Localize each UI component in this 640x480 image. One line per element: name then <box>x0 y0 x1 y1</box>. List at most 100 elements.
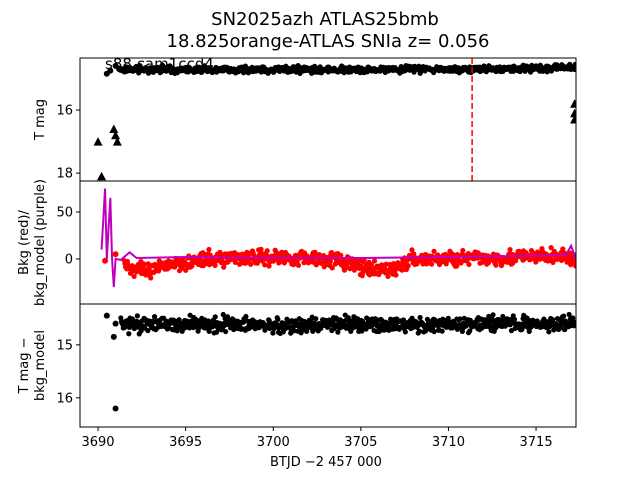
data-point <box>416 328 423 334</box>
data-point <box>131 273 137 279</box>
data-point <box>145 327 151 334</box>
series-Bkg <box>102 245 576 281</box>
y-tick-label: 0 <box>65 252 73 267</box>
data-point <box>151 314 158 320</box>
data-point <box>110 333 117 340</box>
y-tick-label: 50 <box>56 205 73 220</box>
x-tick-label: 3715 <box>520 435 553 450</box>
data-point <box>264 248 270 254</box>
data-point <box>566 311 572 318</box>
data-point <box>212 314 218 320</box>
x-axis-label: BTJD −2 457 000 <box>270 455 382 470</box>
data-point <box>314 260 320 266</box>
data-point <box>112 251 119 258</box>
data-point <box>148 275 154 281</box>
series-diff-mag <box>103 311 576 412</box>
data-point <box>134 313 140 319</box>
data-point <box>405 263 411 269</box>
y-axis-label: Bkg (red)/ <box>17 210 32 275</box>
model-line <box>100 188 576 288</box>
y-tick-label: 15 <box>56 338 73 353</box>
data-point <box>464 257 470 263</box>
panel-1 <box>93 58 576 181</box>
data-point <box>220 311 226 318</box>
data-point <box>457 316 463 322</box>
x-tick-label: 3695 <box>169 435 202 450</box>
data-point <box>126 331 132 337</box>
data-point <box>221 264 227 270</box>
data-point <box>507 246 513 253</box>
data-point <box>460 247 466 254</box>
data-point <box>203 257 210 263</box>
data-point <box>275 316 281 322</box>
data-point <box>454 263 460 269</box>
data-point <box>212 262 218 269</box>
panel-frame <box>79 303 577 428</box>
data-point <box>466 261 472 268</box>
data-point <box>467 328 473 334</box>
upper-limit-marker <box>109 124 119 133</box>
data-point <box>248 261 254 267</box>
data-point <box>409 247 415 253</box>
data-point <box>417 314 423 321</box>
upper-limit-marker <box>111 130 121 140</box>
data-point <box>385 273 391 279</box>
data-point <box>486 313 492 320</box>
data-point <box>573 263 576 269</box>
data-point <box>490 312 496 318</box>
data-point <box>493 262 499 268</box>
x-tick-label: 3705 <box>344 435 377 450</box>
data-point <box>258 246 264 252</box>
data-point <box>450 251 456 258</box>
y-axis-label: T mag <box>33 99 48 141</box>
data-point <box>431 248 437 254</box>
data-point <box>428 261 435 267</box>
data-point <box>402 329 408 335</box>
data-point <box>329 265 335 271</box>
data-point <box>411 251 417 257</box>
panel-3 <box>103 311 576 412</box>
data-point <box>364 263 370 270</box>
data-point <box>368 261 375 268</box>
series-detections <box>103 61 576 77</box>
y-axis-label: bkg_model <box>33 330 48 401</box>
data-point <box>313 316 319 322</box>
panel-frame <box>79 57 577 182</box>
data-point <box>327 258 333 265</box>
data-point <box>112 405 119 412</box>
data-point <box>205 318 212 324</box>
series-bkg_model <box>100 188 576 288</box>
data-point <box>237 261 243 267</box>
data-point <box>223 328 229 335</box>
data-point <box>295 262 302 268</box>
panel-2 <box>100 188 576 288</box>
data-point <box>381 327 388 333</box>
data-point <box>431 328 437 335</box>
x-tick-label: 3700 <box>257 435 290 450</box>
data-point <box>141 261 147 267</box>
y-tick-label: 18 <box>56 167 73 182</box>
data-point <box>439 328 445 334</box>
data-point <box>112 320 119 327</box>
data-point <box>294 258 300 264</box>
data-point <box>338 252 344 259</box>
data-point <box>445 315 451 321</box>
data-point <box>107 67 114 74</box>
data-point <box>562 326 568 333</box>
data-point <box>196 324 202 331</box>
data-point <box>266 317 272 324</box>
data-point <box>549 316 556 323</box>
y-axis-label: T mag − <box>17 338 32 395</box>
data-point <box>573 321 576 328</box>
data-point <box>548 245 554 251</box>
data-point <box>335 329 341 335</box>
data-point <box>290 262 297 268</box>
upper-limit-marker <box>97 171 107 181</box>
upper-limit-marker <box>570 108 576 118</box>
y-axis-label: bkg_model (purple) <box>33 179 48 306</box>
upper-limit-marker <box>93 137 103 146</box>
data-point <box>383 261 389 267</box>
x-tick-label: 3690 <box>81 435 114 450</box>
data-point <box>217 249 223 256</box>
